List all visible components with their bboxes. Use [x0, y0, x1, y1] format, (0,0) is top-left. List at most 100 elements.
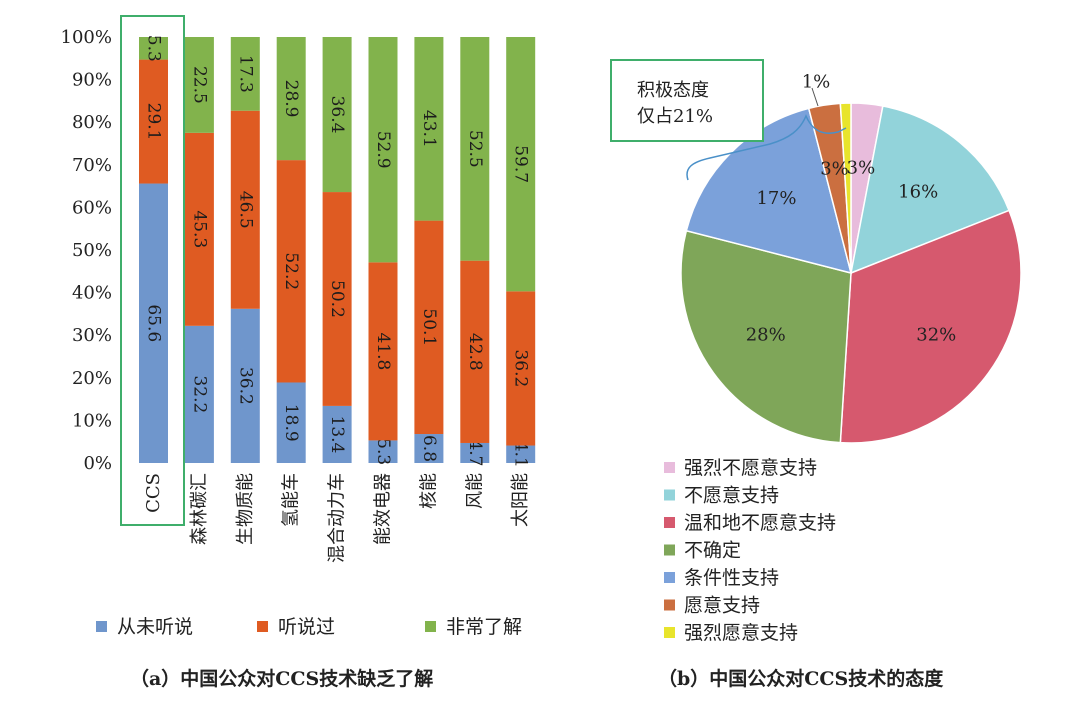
y-tick-label: 0% — [83, 453, 112, 474]
y-tick-label: 40% — [72, 283, 112, 304]
y-tick-label: 80% — [72, 112, 112, 133]
bars: 65.6 29.1 5.3 32.2 45.3 22.5 36.2 46.5 17.3 18.9 5… — [139, 35, 536, 468]
bar-segment — [230, 37, 260, 111]
bar-segment — [460, 260, 490, 443]
bar-value-label: 65.6 — [144, 304, 164, 342]
x-tick-label: 风能 — [464, 473, 485, 509]
bar-segment — [322, 192, 352, 406]
bar-legend: 从未听说 听说过 非常了解 — [96, 616, 522, 638]
annotation-line-2: 仅占21% — [637, 106, 713, 127]
bar-value-label: 18.9 — [281, 404, 301, 442]
bar-value-label: 46.5 — [235, 191, 255, 229]
pie-slice-labels: 3% 16% 32% 28% 17% 3% 1% — [746, 72, 957, 346]
bar-value-label: 32.2 — [189, 375, 209, 413]
x-tick-label: 森林碳汇 — [189, 473, 210, 545]
x-tick-label: 核能 — [418, 473, 439, 509]
bar-segment — [230, 308, 260, 463]
bar-value-label: 52.9 — [373, 131, 393, 169]
bar-segment — [184, 325, 214, 463]
y-tick-label: 50% — [72, 240, 112, 261]
legend-swatch — [664, 462, 675, 473]
legend-label: 愿意支持 — [684, 595, 760, 617]
legend-swatch — [664, 489, 675, 501]
bar-segment — [460, 37, 490, 261]
pie-slice — [680, 229, 852, 444]
legend-swatch — [96, 621, 107, 632]
y-tick-label: 100% — [61, 27, 112, 48]
annotation-brace — [686, 114, 847, 181]
pie-slices — [680, 102, 1022, 444]
pie-slice-label: 28% — [746, 324, 786, 345]
pie-slice-label: 16% — [898, 181, 938, 202]
y-tick-label: 70% — [72, 155, 112, 176]
bar-value-label: 43.1 — [419, 110, 439, 148]
bar-segment — [414, 37, 444, 221]
bar-value-label: 52.5 — [465, 130, 485, 168]
bar-value-label: 52.2 — [281, 252, 301, 290]
bar-value-label: 6.8 — [419, 435, 439, 462]
legend-swatch — [664, 517, 675, 528]
pie-slice-label: 3% — [847, 158, 876, 179]
caption-b: （b）中国公众对CCS技术的态度 — [658, 668, 944, 690]
bar-segment — [368, 262, 398, 441]
bar-value-label: 42.8 — [465, 333, 485, 371]
pie-slice — [850, 105, 1011, 275]
bar-value-label: 36.2 — [235, 367, 255, 405]
bar-segment — [506, 37, 536, 292]
annotation-box — [610, 59, 764, 142]
pie-slice — [839, 102, 852, 274]
y-axis: 0% 10% 20% 30% 40% 50% 60% 70% 80% 90% 100% — [61, 27, 112, 474]
y-tick-label: 90% — [72, 70, 112, 91]
annotation-line-1: 积极态度 — [637, 80, 709, 101]
bar-segment — [230, 110, 260, 309]
bar-segment — [460, 442, 490, 463]
bar-value-label: 22.5 — [189, 66, 209, 104]
legend-swatch — [664, 572, 675, 583]
bar-segment — [139, 183, 168, 463]
x-tick-label: CCS — [143, 473, 164, 513]
bar-segment — [139, 37, 168, 60]
bar-segment — [506, 291, 536, 446]
legend-label: 非常了解 — [446, 616, 522, 638]
legend-label: 温和地不愿意支持 — [684, 512, 836, 534]
bar-value-label: 4.1 — [511, 441, 531, 468]
stacked-bar-chart: 0% 10% 20% 30% 40% 50% 60% 70% 80% 90% 100% 65.6 29… — [61, 15, 536, 638]
pie-slice-label: 1% — [802, 72, 831, 93]
annotation-leader-line — [811, 87, 819, 107]
legend-label: 听说过 — [278, 616, 335, 638]
bar-segment — [322, 405, 352, 463]
legend-swatch — [664, 627, 675, 638]
bar-value-label: 5.3 — [144, 35, 164, 62]
bar-segment — [276, 382, 306, 463]
legend-label: 从未听说 — [117, 616, 193, 638]
bar-value-label: 36.2 — [511, 349, 531, 387]
bar-segment — [184, 37, 214, 133]
bar-segment — [276, 160, 306, 383]
x-tick-label: 混合动力车 — [327, 473, 348, 563]
x-tick-label: 能效电器 — [373, 473, 394, 545]
bar-segment — [414, 434, 444, 463]
pie-slice-label: 17% — [756, 188, 796, 209]
bar-value-label: 59.7 — [511, 145, 531, 183]
bar-value-label: 5.3 — [373, 438, 393, 465]
bar-segment — [276, 37, 306, 161]
legend-label: 不愿意支持 — [684, 485, 779, 507]
legend-label: 强烈愿意支持 — [684, 622, 798, 644]
bar-value-label: 50.1 — [419, 308, 439, 346]
bar-segment — [139, 59, 168, 184]
bar-segment — [322, 37, 352, 193]
ccs-highlight-box — [120, 15, 185, 526]
bar-value-label: 29.1 — [144, 103, 164, 141]
pie-slice — [839, 209, 1022, 444]
legend-swatch — [425, 621, 436, 632]
y-tick-label: 60% — [72, 197, 112, 218]
y-tick-label: 20% — [72, 368, 112, 389]
pie-slice-label: 32% — [916, 324, 956, 345]
pie-slice-label: 3% — [820, 158, 849, 179]
legend-swatch — [257, 621, 268, 632]
x-tick-labels: CCS 森林碳汇 生物质能 氢能车 混合动力车 能效电器 核能 风能 太阳能 — [143, 473, 531, 563]
bar-segment — [414, 220, 444, 435]
bar-value-label: 17.3 — [235, 55, 255, 93]
bar-value-label: 28.9 — [281, 80, 301, 118]
